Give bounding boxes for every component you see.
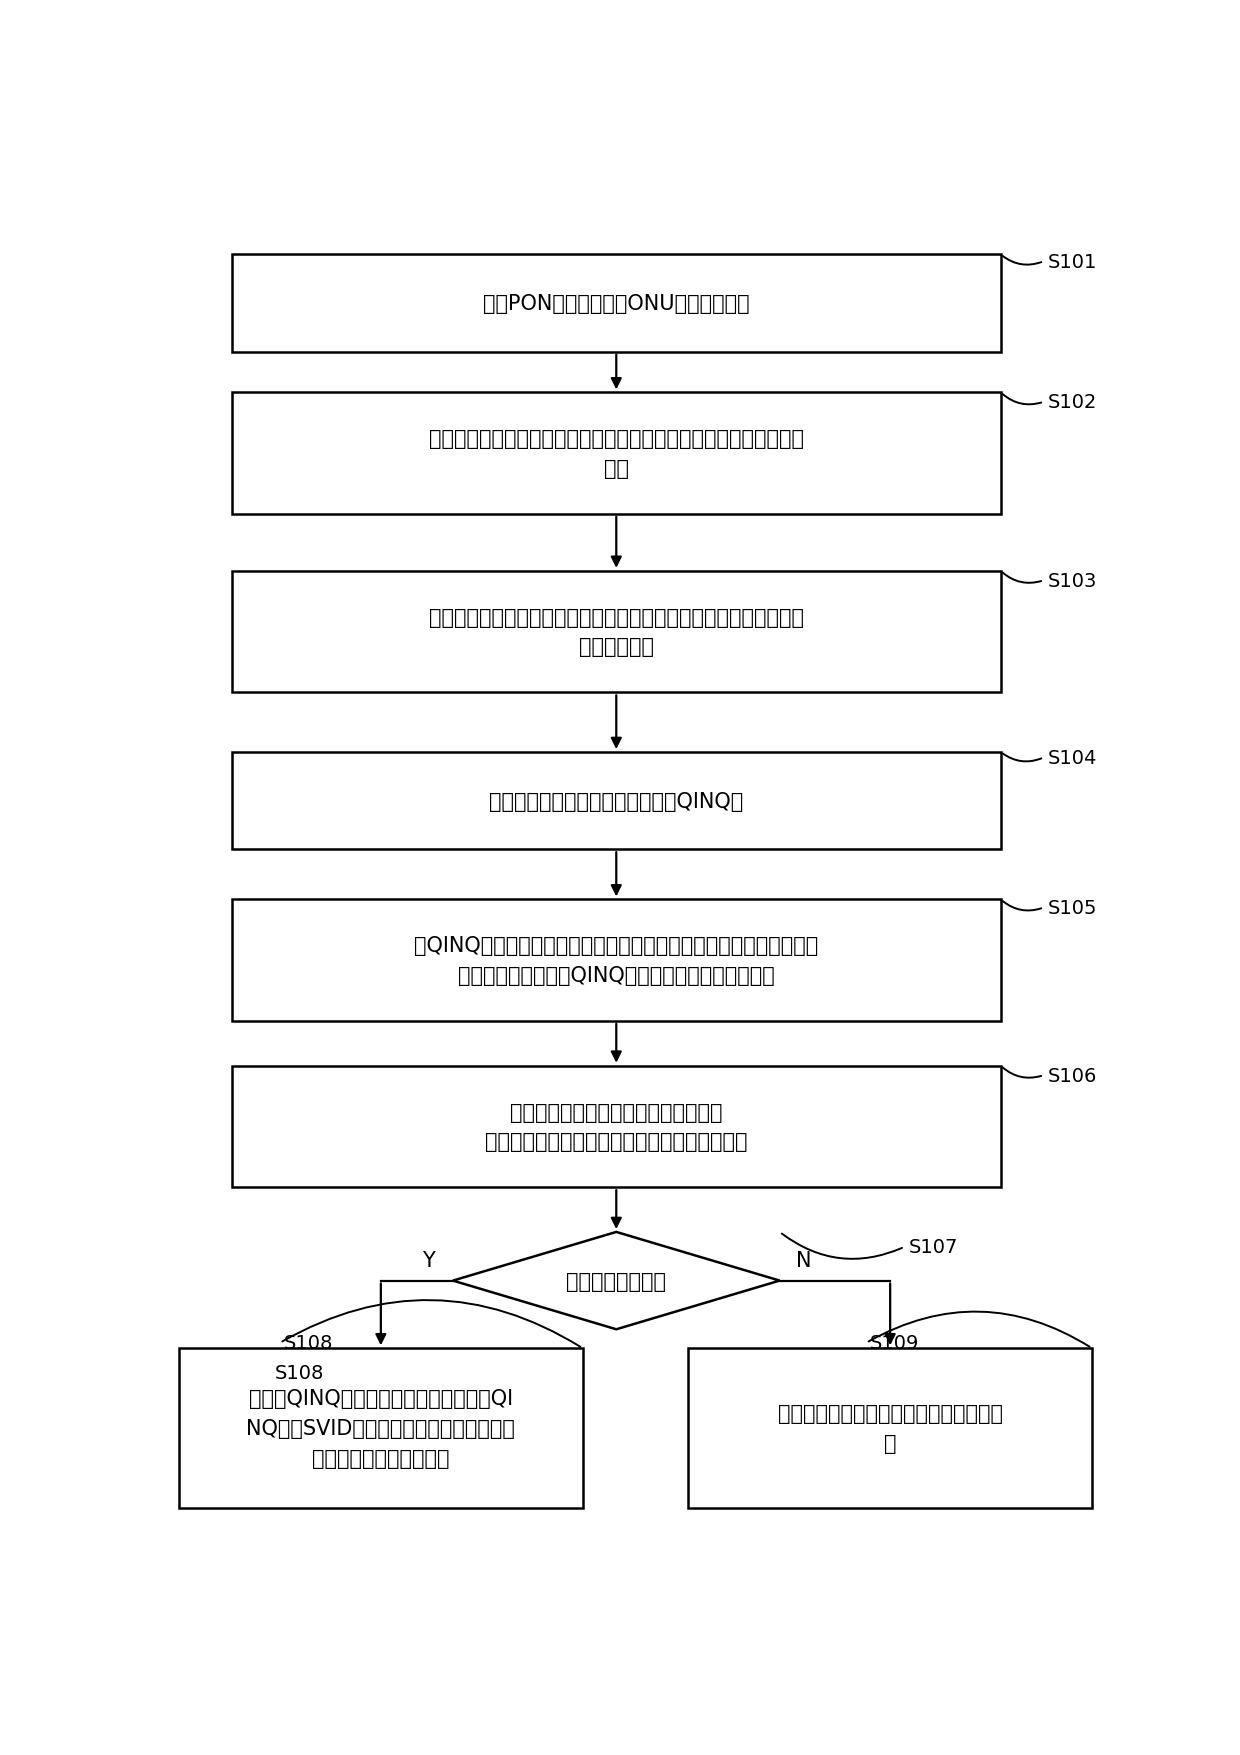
Text: S109: S109 bbox=[870, 1334, 919, 1353]
Text: S108: S108 bbox=[284, 1334, 334, 1353]
Text: 对接收到的数据流不做任何处理，透明传
输: 对接收到的数据流不做任何处理，透明传 输 bbox=[777, 1404, 1003, 1453]
Text: S106: S106 bbox=[1048, 1065, 1097, 1085]
Text: N: N bbox=[796, 1250, 811, 1271]
Text: S101: S101 bbox=[1048, 253, 1097, 272]
Text: S104: S104 bbox=[1048, 748, 1097, 767]
Text: 规则匹配是否成功: 规则匹配是否成功 bbox=[567, 1271, 666, 1292]
FancyBboxPatch shape bbox=[232, 572, 1001, 693]
FancyBboxPatch shape bbox=[232, 1065, 1001, 1188]
FancyBboxPatch shape bbox=[232, 753, 1001, 849]
Text: Y: Y bbox=[423, 1250, 435, 1271]
FancyBboxPatch shape bbox=[179, 1348, 583, 1508]
Text: 根据二层数据表和三层数据表生成QINQ表: 根据二层数据表和三层数据表生成QINQ表 bbox=[489, 792, 744, 811]
Polygon shape bbox=[453, 1232, 780, 1330]
FancyBboxPatch shape bbox=[688, 1348, 1092, 1508]
Text: S103: S103 bbox=[1048, 572, 1097, 590]
Text: S108: S108 bbox=[275, 1364, 325, 1383]
Text: 通过定位查找到的配置处理函数对寄存
器内的需要匹配的字段所对应的值进行规则匹配: 通过定位查找到的配置处理函数对寄存 器内的需要匹配的字段所对应的值进行规则匹配 bbox=[485, 1102, 748, 1151]
Text: S102: S102 bbox=[1048, 393, 1097, 412]
Text: 对所述QINQ表所对应的数据流执行外层QI
NQ标签SVID的标识，并将标识后的数据流
送至相应端口，排队输出: 对所述QINQ表所对应的数据流执行外层QI NQ标签SVID的标识，并将标识后的… bbox=[247, 1388, 516, 1467]
Text: 对接收到的数据流进行二层数据分析，获取与数据流相对应的二层数
据表: 对接收到的数据流进行二层数据分析，获取与数据流相对应的二层数 据表 bbox=[429, 428, 804, 479]
Text: 通过PON接口接收来自ONU输送的数据流: 通过PON接口接收来自ONU输送的数据流 bbox=[482, 293, 750, 314]
Text: 对接收到的所述数据流进行三层数据分析，获取与所述数据流相对应
的三层数据表: 对接收到的所述数据流进行三层数据分析，获取与所述数据流相对应 的三层数据表 bbox=[429, 607, 804, 656]
Text: 将QINQ表中需要匹配的字段所对应的值输送至寄存器内，同时，定位
查找所述预先选择的QINQ模式所对应的配置处理函数: 将QINQ表中需要匹配的字段所对应的值输送至寄存器内，同时，定位 查找所述预先选… bbox=[414, 935, 818, 985]
FancyBboxPatch shape bbox=[232, 254, 1001, 353]
Text: S105: S105 bbox=[1048, 899, 1097, 918]
Text: S107: S107 bbox=[909, 1237, 957, 1257]
FancyBboxPatch shape bbox=[232, 900, 1001, 1021]
FancyBboxPatch shape bbox=[232, 393, 1001, 514]
